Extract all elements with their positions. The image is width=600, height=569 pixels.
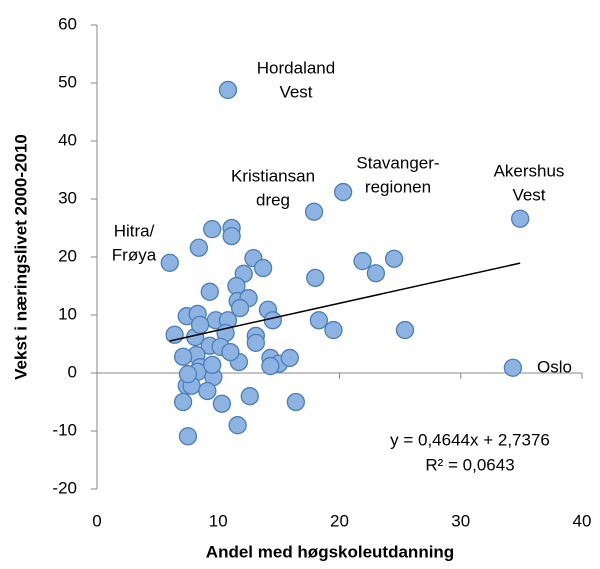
point [160, 253, 179, 272]
point [333, 182, 353, 202]
annotation: regionen [365, 177, 431, 196]
point [173, 347, 193, 366]
point [189, 238, 209, 257]
point [218, 80, 238, 100]
point [173, 392, 193, 412]
point [263, 311, 282, 330]
y-tick-label: 10 [58, 304, 77, 323]
point [286, 392, 306, 412]
x-tick-label: 10 [209, 511, 228, 530]
point [190, 315, 210, 335]
point [228, 416, 247, 435]
point [203, 220, 222, 239]
annotation: Stavanger- [356, 153, 439, 172]
x-tick-label: 0 [92, 511, 101, 530]
annotation: Frøya [112, 245, 157, 264]
annotation: Hordaland [257, 58, 335, 77]
y-tick-label: 20 [58, 246, 77, 265]
point [324, 320, 343, 340]
point [309, 311, 329, 330]
x-axis-label: Andel med høgskoleutdanning [206, 542, 454, 561]
point [222, 226, 241, 246]
point [366, 264, 386, 283]
point [178, 427, 198, 446]
point [511, 209, 530, 228]
y-tick-label: 0 [68, 362, 77, 381]
trendline-label: R² = 0,0643 [425, 455, 514, 474]
y-tick-label: 30 [58, 188, 77, 207]
y-tick-label: 40 [58, 130, 77, 149]
y-axis-label: Vekst i næringslivet 2000-2010 [11, 134, 30, 380]
annotation: Vest [512, 185, 545, 204]
point [240, 387, 259, 406]
point [212, 394, 232, 413]
annotation: Kristiansan [231, 166, 315, 185]
point [384, 249, 404, 268]
point [353, 251, 372, 271]
annotation: Akershus [494, 161, 565, 180]
y-tick-label: -10 [52, 420, 77, 439]
annotation: Vest [279, 82, 312, 101]
point [198, 381, 217, 401]
y-tick-label: 50 [58, 72, 77, 91]
point [203, 355, 222, 375]
annotation: Hitra/ [114, 221, 155, 240]
annotation: dreg [256, 190, 290, 209]
point [221, 342, 240, 362]
trendline-label: y = 0,4644x + 2,7376 [390, 430, 550, 449]
y-tick-label: 60 [58, 14, 77, 33]
trendline [169, 262, 521, 342]
point [200, 282, 219, 301]
x-tick-label: 20 [330, 511, 349, 530]
x-tick-label: 30 [451, 511, 470, 530]
point [280, 348, 299, 368]
point [230, 298, 250, 318]
point [165, 325, 184, 344]
x-tick-label: 40 [573, 511, 592, 530]
point [304, 202, 324, 221]
point [178, 365, 198, 384]
point [261, 356, 280, 376]
point [253, 258, 273, 278]
annotation: Oslo [537, 357, 572, 376]
y-tick-label: -20 [52, 478, 77, 497]
point [246, 333, 265, 352]
point [503, 358, 523, 377]
point [395, 320, 415, 340]
point [306, 268, 325, 288]
